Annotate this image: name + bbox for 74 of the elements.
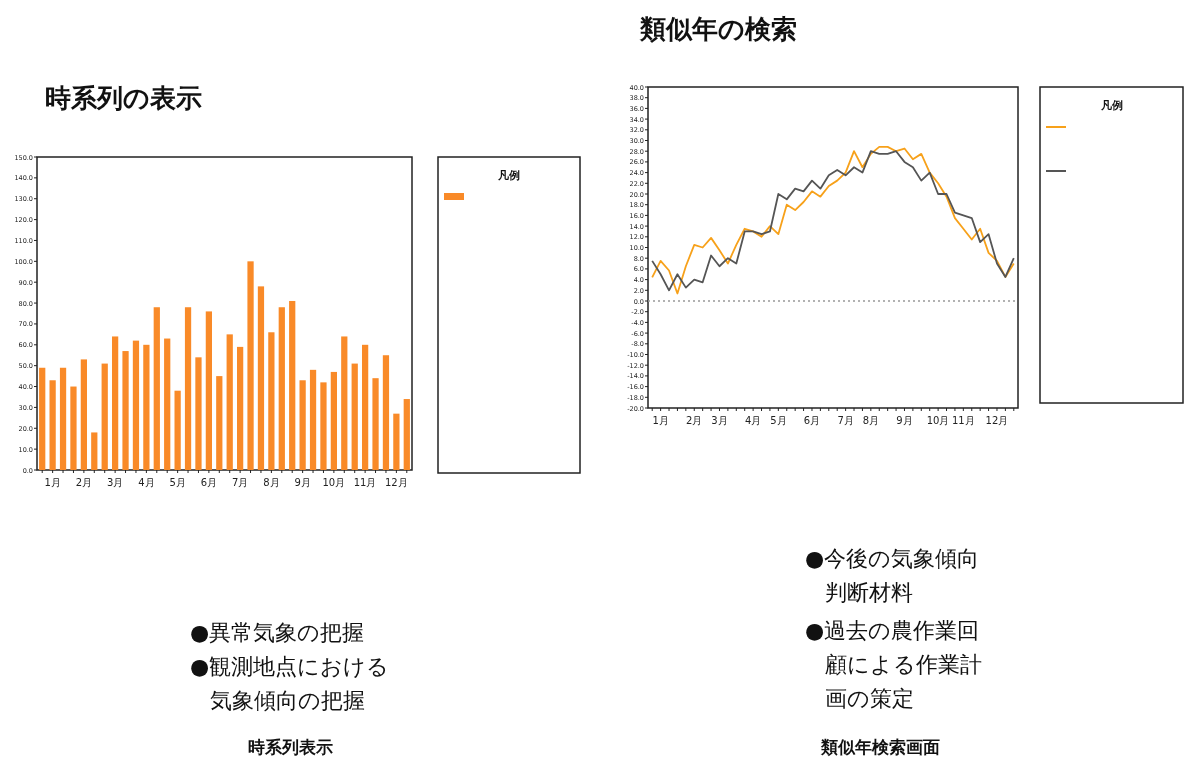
bar — [101, 363, 108, 470]
bar — [80, 359, 87, 470]
text: 類似年検索画面 — [819, 737, 940, 757]
bar — [372, 378, 379, 470]
bar — [403, 399, 410, 470]
bar — [132, 340, 140, 470]
text: ●今後の気象傾向 — [805, 546, 980, 571]
x-tick-label: 8月 — [263, 477, 280, 488]
x-tick-label: 4月 — [138, 477, 155, 488]
text: ●異常気象の把握 — [190, 620, 365, 645]
x-tick-label: 11月 — [353, 477, 377, 488]
x-tick-label: 7月 — [837, 415, 854, 426]
bar — [382, 355, 390, 470]
bar — [289, 300, 296, 470]
x-tick-label: 10月 — [926, 415, 950, 426]
bar — [341, 336, 348, 470]
text: ●過去の農作業回 — [805, 618, 980, 643]
bar — [320, 382, 327, 470]
bar — [393, 413, 400, 470]
bar — [70, 386, 77, 470]
x-tick-label: 2月 — [686, 415, 703, 426]
text: 画の策定 — [825, 686, 914, 711]
x-tick-label: 5月 — [169, 477, 186, 488]
text: 判断材料 — [825, 580, 913, 605]
legend-title: 凡例 — [497, 169, 520, 182]
bar — [257, 286, 265, 470]
x-tick-label: 4月 — [744, 415, 762, 426]
bar — [351, 363, 358, 470]
bar — [247, 261, 254, 470]
x-tick-label: 3月 — [711, 415, 728, 426]
bar — [362, 344, 369, 470]
x-tick-label: 1月 — [44, 477, 61, 488]
bar — [226, 334, 233, 470]
bar — [184, 307, 192, 470]
text: 気象傾向の把握 — [210, 688, 365, 713]
chart-title: 類似年の検索 — [639, 14, 797, 44]
x-tick-label: 10月 — [322, 477, 346, 488]
bar — [49, 380, 56, 470]
bar — [39, 367, 46, 470]
x-tick-label: 1月 — [652, 415, 669, 426]
x-tick-label: 3月 — [106, 477, 124, 488]
x-tick-label: 6月 — [803, 415, 821, 426]
x-tick-label: 9月 — [294, 477, 311, 488]
x-tick-label: 12月 — [985, 415, 1009, 426]
x-tick-label: 7月 — [231, 477, 249, 488]
x-tick-label: 8月 — [862, 415, 880, 426]
bar — [309, 369, 317, 470]
bar — [143, 344, 150, 470]
bar — [299, 380, 306, 470]
x-tick-label: 12月 — [385, 477, 408, 488]
bar — [174, 390, 181, 470]
chart-title: 時系列の表示 — [45, 83, 202, 113]
text: 時系列表示 — [247, 737, 333, 757]
bar — [122, 351, 129, 470]
bar — [216, 376, 223, 470]
bar — [237, 346, 244, 470]
bar — [205, 311, 212, 470]
legend-title: 凡例 — [1099, 99, 1123, 112]
x-tick-label: 11月 — [951, 415, 975, 426]
x-tick-label: 9月 — [896, 415, 913, 426]
bar — [112, 336, 119, 470]
bar — [268, 332, 275, 470]
bar — [164, 338, 171, 470]
bar — [278, 307, 285, 470]
x-tick-label: 6月 — [200, 477, 218, 488]
bar — [330, 371, 337, 470]
text: ●観測地点における — [190, 654, 390, 679]
text: 顧による作業計 — [825, 652, 982, 677]
bar — [195, 357, 202, 470]
bar — [59, 367, 67, 470]
bar — [153, 307, 160, 470]
x-tick-label: 5月 — [770, 415, 787, 426]
x-tick-label: 2月 — [75, 477, 93, 488]
bar — [91, 432, 98, 470]
